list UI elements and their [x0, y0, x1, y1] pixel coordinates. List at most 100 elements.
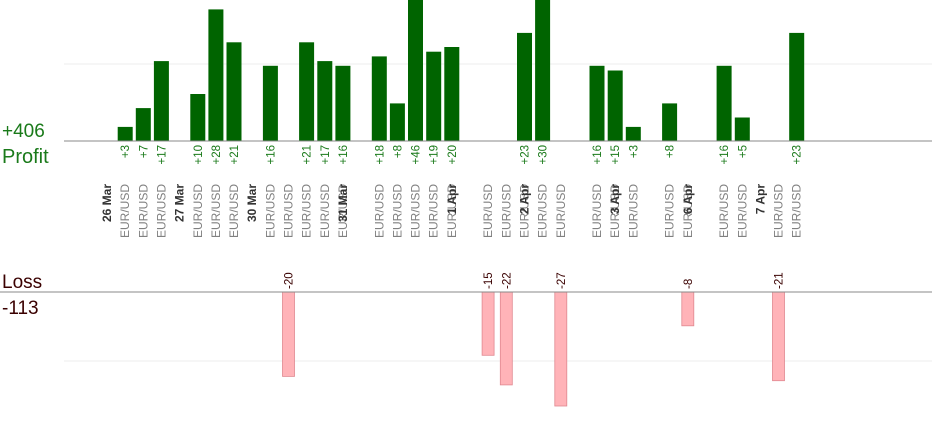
- loss-value-label: -27: [556, 272, 568, 289]
- profit-value-label: +30: [538, 145, 550, 165]
- profit-bar: [117, 126, 133, 141]
- profit-value-label: +16: [265, 145, 277, 165]
- symbol-label: EUR/USD: [717, 184, 731, 238]
- symbol-label: EUR/USD: [735, 184, 749, 238]
- profit-bar: [535, 0, 551, 141]
- symbol-label: EUR/USD: [481, 184, 495, 238]
- date-label: 7 Apr: [753, 184, 767, 215]
- profit-bar: [299, 42, 315, 141]
- loss-bar: [499, 291, 513, 386]
- profit-value-label: +3: [628, 145, 640, 158]
- symbol-label: EUR/USD: [263, 184, 277, 238]
- profit-bar: [662, 103, 678, 141]
- profit-value-label: +17: [320, 145, 332, 165]
- loss-value-label: -22: [501, 272, 513, 289]
- profit-bar: [625, 126, 641, 141]
- symbol-label: EUR/USD: [282, 184, 296, 238]
- profit-value-label: +5: [737, 145, 749, 158]
- profit-bar: [734, 117, 750, 141]
- loss-bars: [282, 291, 785, 407]
- symbol-label: EUR/USD: [554, 184, 568, 238]
- loss-bar: [282, 291, 295, 377]
- profit-value-label: +21: [229, 145, 241, 165]
- date-label: 31 Mar: [336, 184, 350, 222]
- profit-value-label: +8: [392, 145, 404, 158]
- profit-value-label: +10: [193, 145, 205, 165]
- symbol-label: EUR/USD: [499, 184, 513, 238]
- loss-value-label: -21: [774, 272, 786, 289]
- profit-bar: [389, 103, 405, 141]
- loss-bar: [481, 291, 495, 356]
- loss-total: -113: [2, 298, 39, 319]
- symbol-label: EUR/USD: [118, 184, 132, 238]
- profit-value-label: +3: [120, 145, 132, 158]
- profit-value-label: +16: [592, 145, 604, 165]
- trade-labels: +3 EUR/USD +7 EUR/USD +17 EUR/USD +10 EUR/USD +2…: [100, 145, 804, 289]
- profit-bar: [317, 61, 333, 141]
- profit-bar: [190, 94, 206, 141]
- date-label: 6 Apr: [681, 184, 695, 215]
- loss-bar: [681, 291, 695, 327]
- loss-bar: [772, 291, 785, 382]
- loss-value-label: -20: [284, 272, 296, 289]
- profit-value-label: +15: [610, 145, 622, 165]
- symbol-label: EUR/USD: [209, 184, 223, 238]
- symbol-label: EUR/USD: [300, 184, 314, 238]
- profit-bar: [589, 65, 605, 141]
- symbol-label: EUR/USD: [154, 184, 168, 238]
- profit-value-label: +21: [302, 145, 314, 165]
- date-label: 3 Apr: [608, 184, 622, 215]
- loss-bar: [554, 291, 568, 407]
- symbol-label: EUR/USD: [445, 184, 459, 238]
- symbol-label: EUR/USD: [336, 184, 350, 238]
- symbol-label: EUR/USD: [681, 184, 695, 238]
- profit-value-label: +18: [374, 145, 386, 165]
- profit-value-label: +23: [520, 145, 532, 165]
- profit-value-label: +8: [665, 145, 677, 158]
- profit-value-label: +28: [211, 145, 223, 165]
- symbol-label: EUR/USD: [626, 184, 640, 238]
- loss-value-label: -8: [683, 279, 695, 289]
- axes: [0, 140, 932, 293]
- profit-bar: [135, 108, 151, 141]
- summary-labels: +406 Profit Loss -113: [2, 121, 49, 319]
- profit-bar: [262, 65, 278, 141]
- profit-bar: [607, 70, 623, 141]
- profit-value-label: +7: [138, 145, 150, 158]
- symbol-label: EUR/USD: [390, 184, 404, 238]
- profit-bar: [444, 47, 460, 141]
- symbol-label: EUR/USD: [608, 184, 622, 238]
- profit-bar: [208, 9, 224, 142]
- profit-bar: [716, 65, 732, 141]
- symbol-label: EUR/USD: [427, 184, 441, 238]
- profit-value-label: +20: [447, 145, 459, 165]
- symbol-label: EUR/USD: [318, 184, 332, 238]
- symbol-label: EUR/USD: [191, 184, 205, 238]
- symbol-label: EUR/USD: [790, 184, 804, 238]
- profit-value-label: +23: [792, 145, 804, 165]
- profit-total: +406: [2, 121, 45, 142]
- profit-bar: [789, 32, 805, 141]
- symbol-label: EUR/USD: [518, 184, 532, 238]
- profit-bar: [371, 56, 387, 141]
- symbol-label: EUR/USD: [663, 184, 677, 238]
- date-label: 1 Apr: [445, 184, 459, 215]
- profit-bar: [153, 61, 169, 141]
- date-label: 27 Mar: [173, 184, 187, 222]
- symbol-label: EUR/USD: [536, 184, 550, 238]
- loss-value-label: -15: [483, 272, 495, 289]
- symbol-label: EUR/USD: [372, 184, 386, 238]
- profit-label: Profit: [2, 146, 49, 168]
- profit-value-label: +19: [429, 145, 441, 165]
- symbol-label: EUR/USD: [136, 184, 150, 238]
- symbol-label: EUR/USD: [772, 184, 786, 238]
- profit-value-label: +17: [156, 145, 168, 165]
- loss-label: Loss: [2, 272, 42, 293]
- symbol-label: EUR/USD: [590, 184, 604, 238]
- profit-bar: [408, 0, 423, 141]
- profit-bar: [335, 65, 351, 141]
- profit-value-label: +16: [338, 145, 350, 165]
- symbol-label: EUR/USD: [409, 184, 423, 238]
